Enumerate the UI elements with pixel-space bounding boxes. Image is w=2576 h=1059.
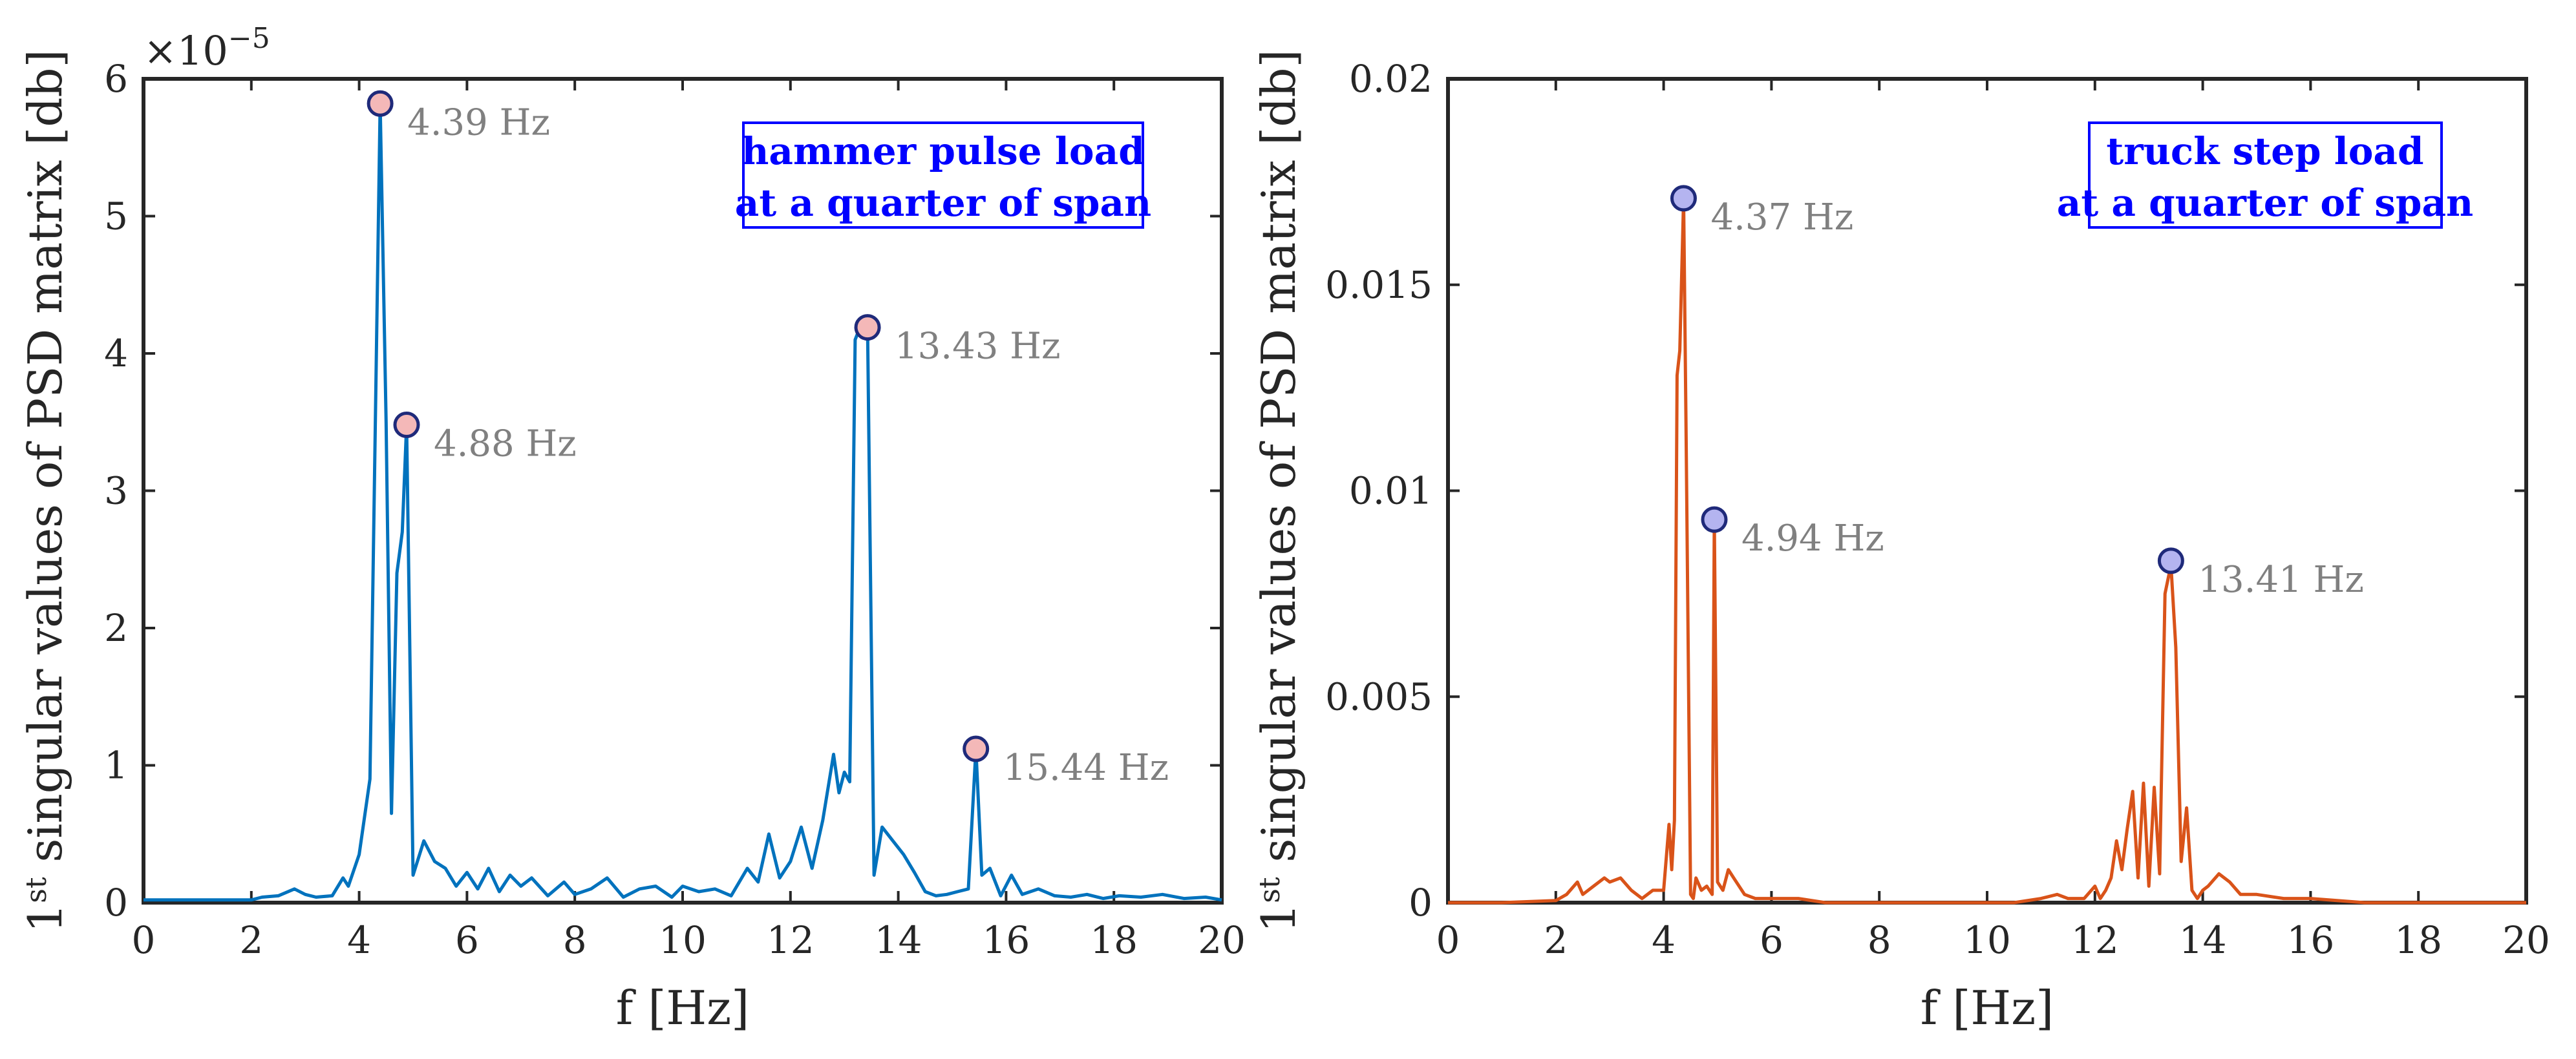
right-legend-line-1: truck step load	[2106, 129, 2423, 173]
left-y-tick-label: 1	[104, 744, 128, 788]
left-series-line	[144, 101, 1222, 902]
left-legend: hammer pulse load at a quarter of span	[735, 121, 1151, 229]
left-x-tick-label: 12	[767, 918, 814, 962]
left-y-tick-label: 6	[104, 57, 128, 101]
right-x-tick-label: 12	[2071, 918, 2119, 962]
left-peak-label: 4.88 Hz	[434, 423, 577, 465]
left-x-tick-label: 16	[982, 918, 1030, 962]
right-x-tick-label: 2	[1544, 918, 1568, 962]
left-peak-label: 15.44 Hz	[1003, 747, 1169, 789]
right-peak-markers: 4.37 Hz 4.94 Hz 13.41 Hz	[1670, 185, 2364, 601]
left-x-tick-label: 0	[132, 918, 156, 962]
right-x-tick-label: 18	[2394, 918, 2442, 962]
right-peak-label: 4.94 Hz	[1741, 518, 1884, 560]
right-y-tick-label: 0.005	[1325, 675, 1432, 718]
right-y-axis-label: 1st singular values of PSD matrix [db]	[1251, 49, 1306, 932]
right-ticks	[1447, 78, 2528, 904]
left-exponent-base: ×10	[144, 27, 228, 74]
left-x-tick-label: 20	[1198, 918, 1246, 962]
left-peak-marker	[367, 90, 394, 117]
left-peak-markers: 4.39 Hz 4.88 Hz 13.43 Hz 15.44 Hz	[367, 90, 1169, 789]
right-legend-line-2: at a quarter of span	[2057, 181, 2473, 225]
left-x-tick-label: 2	[239, 918, 263, 962]
right-peak-marker	[1670, 185, 1697, 212]
left-y-tick-label: 5	[104, 194, 128, 238]
left-legend-line-1: hammer pulse load	[741, 129, 1145, 173]
right-y-axis-label-sup: st	[1253, 877, 1286, 903]
left-peak-label: 13.43 Hz	[895, 326, 1060, 368]
left-exponent-sup: −5	[228, 22, 270, 55]
left-y-tick-label: 4	[104, 331, 128, 375]
left-y-axis-label-rest: singular values of PSD matrix [db]	[18, 49, 72, 877]
left-exponent-label: ×10−5	[144, 22, 270, 74]
left-peak-marker	[393, 412, 420, 438]
right-x-tick-label: 6	[1760, 918, 1783, 962]
right-chart: 0 2 4 6 8 10 12 14 16 18 20 0 0.005 0.01 0.015 0.02 4.3…	[1251, 49, 2550, 1035]
left-y-axis-label: 1st singular values of PSD matrix [db]	[18, 49, 72, 932]
right-x-tick-label: 14	[2179, 918, 2227, 962]
right-peak-label: 4.37 Hz	[1710, 196, 1853, 238]
right-x-tick-label: 20	[2502, 918, 2550, 962]
left-peak-label: 4.39 Hz	[407, 101, 550, 143]
right-peak-label: 13.41 Hz	[2198, 559, 2363, 601]
right-tick-labels: 0 2 4 6 8 10 12 14 16 18 20 0 0.005 0.01 0.015 0.02	[1325, 57, 2550, 962]
right-x-tick-label: 8	[1868, 918, 1891, 962]
left-y-tick-label: 2	[104, 606, 128, 650]
left-x-axis-label: f [Hz]	[616, 981, 749, 1035]
right-series-line	[1448, 196, 2526, 905]
right-y-axis-label-rest: singular values of PSD matrix [db]	[1251, 49, 1306, 877]
right-y-tick-label: 0.015	[1325, 263, 1432, 307]
right-x-tick-label: 16	[2286, 918, 2334, 962]
right-y-tick-label: 0.02	[1349, 57, 1432, 101]
right-legend: truck step load at a quarter of span	[2057, 121, 2473, 229]
left-x-tick-label: 14	[875, 918, 922, 962]
right-x-tick-label: 0	[1436, 918, 1460, 962]
right-x-tick-label: 10	[1963, 918, 2011, 962]
left-y-tick-label: 3	[104, 469, 128, 513]
right-legend-box	[2088, 121, 2443, 229]
left-legend-box	[742, 121, 1144, 229]
left-peak-marker	[854, 314, 881, 341]
right-x-axis-label: f [Hz]	[1921, 981, 2054, 1035]
left-y-tick-label: 0	[104, 881, 128, 925]
left-legend-line-2: at a quarter of span	[735, 181, 1151, 225]
right-y-tick-label: 0	[1409, 881, 1432, 925]
right-x-tick-label: 4	[1652, 918, 1676, 962]
left-x-tick-label: 4	[347, 918, 371, 962]
right-peak-marker	[1701, 506, 1728, 533]
right-y-axis-label-main: 1	[1251, 903, 1306, 933]
left-y-axis-label-main: 1	[18, 903, 72, 933]
left-x-tick-label: 18	[1090, 918, 1138, 962]
right-peak-marker	[2157, 547, 2184, 574]
left-peak-marker	[963, 735, 990, 762]
left-y-axis-label-sup: st	[20, 877, 53, 903]
left-x-tick-label: 6	[455, 918, 479, 962]
left-x-tick-label: 10	[659, 918, 707, 962]
right-y-tick-label: 0.01	[1349, 469, 1432, 513]
left-x-tick-label: 8	[563, 918, 587, 962]
